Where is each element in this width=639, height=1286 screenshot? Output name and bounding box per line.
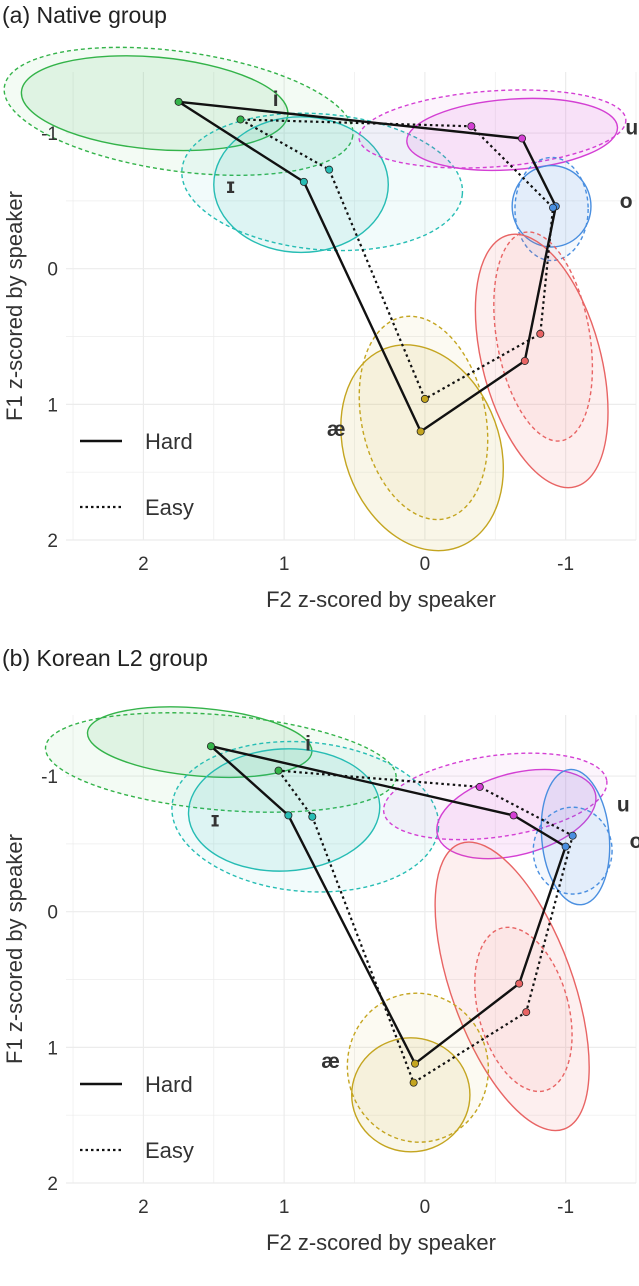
legend-label: Hard — [145, 429, 193, 454]
point-easy — [420, 394, 429, 403]
y-axis-title: F1 z-scored by speaker — [2, 191, 27, 421]
point-easy — [522, 1008, 531, 1017]
vowel-label: o — [630, 830, 639, 853]
legend: Hard Easy — [80, 429, 194, 520]
ellipse-hard — [474, 233, 609, 489]
vowel-label: i — [305, 732, 311, 755]
legend-label: Hard — [145, 1072, 193, 1097]
x-tick-label: 1 — [279, 1197, 290, 1218]
x-axis-title: F2 z-scored by speaker — [266, 1230, 496, 1255]
vowel-label: æ — [321, 1050, 340, 1073]
point-hard — [509, 811, 518, 820]
point-easy — [325, 165, 334, 174]
point-easy — [467, 122, 476, 131]
x-axis-title: F2 z-scored by speaker — [266, 587, 496, 612]
point-easy — [548, 203, 557, 212]
x-tick-label: -1 — [557, 1197, 574, 1218]
point-easy — [536, 329, 545, 338]
ellipse-easy — [3, 46, 354, 177]
chart-title: (a) Native group — [2, 2, 167, 28]
y-tick-label: 1 — [47, 395, 58, 416]
point-hard — [518, 134, 527, 143]
point-easy — [308, 812, 317, 821]
y-tick-label: 0 — [47, 260, 58, 281]
ellipse-hard — [351, 1037, 471, 1153]
point-hard — [299, 177, 308, 186]
ellipse-easy — [346, 992, 490, 1143]
x-tick-label: 0 — [420, 554, 431, 575]
legend-label: Easy — [145, 1138, 194, 1163]
point-hard — [206, 742, 215, 751]
legend-label: Easy — [145, 495, 194, 520]
point-easy — [568, 831, 577, 840]
x-tick-label: 2 — [138, 1197, 149, 1218]
ellipse-easy — [171, 740, 440, 893]
x-tick-label: -1 — [557, 554, 574, 575]
ellipse-hard — [86, 706, 313, 779]
chart-title: (b) Korean L2 group — [2, 645, 208, 671]
vowel-label: ɪ — [226, 175, 235, 198]
ellipse-hard — [340, 344, 505, 552]
vowel-label: æ — [327, 418, 346, 441]
y-tick-label: 2 — [47, 1174, 58, 1195]
point-hard — [416, 427, 425, 436]
x-tick-label: 1 — [279, 554, 290, 575]
y-tick-label: 2 — [47, 531, 58, 552]
point-hard — [411, 1059, 420, 1068]
vowel-label: u — [625, 117, 638, 140]
ellipse-easy — [44, 712, 397, 813]
vowel-label: u — [617, 794, 630, 817]
vowel-label: i — [273, 88, 279, 111]
y-tick-label: 1 — [47, 1038, 58, 1059]
y-tick-label: -1 — [41, 767, 58, 788]
ellipse-hard — [20, 55, 289, 152]
point-hard — [515, 979, 524, 988]
x-tick-label: 0 — [420, 1197, 431, 1218]
point-hard — [561, 842, 570, 851]
point-hard — [174, 97, 183, 106]
legend: Hard Easy — [80, 1072, 194, 1163]
point-easy — [274, 766, 283, 775]
y-tick-label: 0 — [47, 903, 58, 924]
vowel-ellipses — [3, 46, 627, 552]
point-hard — [284, 811, 293, 820]
y-axis-title: F1 z-scored by speaker — [2, 834, 27, 1064]
grid — [66, 715, 637, 1184]
ellipse-easy — [382, 752, 608, 841]
ellipse-hard — [187, 748, 381, 872]
ellipse-easy — [358, 89, 627, 169]
point-easy — [409, 1078, 418, 1087]
y-tick-label: -1 — [41, 124, 58, 145]
vowel-label: ɪ — [211, 808, 220, 831]
point-easy — [475, 782, 484, 791]
point-hard — [520, 356, 529, 365]
vowel-ellipses — [44, 706, 613, 1153]
point-easy — [236, 115, 245, 124]
vowel-label: o — [620, 190, 633, 213]
x-tick-label: 2 — [138, 554, 149, 575]
ellipse-easy — [532, 806, 613, 895]
ellipse-hard — [434, 841, 590, 1132]
